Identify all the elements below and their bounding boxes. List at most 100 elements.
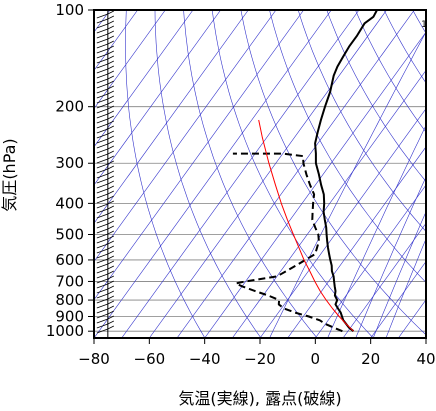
- y-tick-label: 200: [55, 98, 84, 116]
- wind-barb: [107, 65, 115, 70]
- wind-barb: [107, 205, 115, 210]
- wind-barb: [96, 223, 108, 229]
- wind-barb: [96, 308, 108, 314]
- dry-adiabat-line: [211, 10, 374, 338]
- wind-barb: [96, 18, 108, 24]
- x-tick-label: −80: [78, 350, 110, 368]
- dry-adiabat-line: [269, 10, 426, 283]
- series-line: [258, 119, 354, 332]
- wind-barb: [107, 140, 115, 145]
- wind-barb: [107, 255, 115, 260]
- isotherm-line: [94, 10, 138, 71]
- wind-barb: [96, 328, 108, 334]
- wind-barb: [96, 88, 108, 94]
- y-tick-label: 800: [55, 291, 84, 309]
- wind-barb: [96, 253, 108, 259]
- grid-lines: [94, 10, 426, 338]
- wind-barb: [96, 233, 108, 239]
- wind-barb: [96, 38, 108, 44]
- wind-barb: [96, 128, 108, 134]
- y-tick-label: 600: [55, 251, 84, 269]
- y-tick-label: 400: [55, 194, 84, 212]
- wind-barb: [107, 180, 115, 185]
- dry-adiabat-line: [183, 10, 318, 338]
- wind-barb: [96, 288, 108, 294]
- wind-barb: [107, 260, 115, 265]
- wind-barb: [107, 10, 115, 15]
- isotherm-line: [94, 10, 194, 148]
- wind-barb: [96, 118, 108, 124]
- dry-adiabat-line: [240, 10, 426, 336]
- wind-barb: [96, 58, 108, 64]
- wind-barb: [96, 318, 108, 324]
- wind-barb: [107, 60, 115, 65]
- wind-barb: [96, 113, 108, 119]
- wind-barb: [96, 13, 108, 19]
- wind-barb: [107, 265, 115, 270]
- wind-barb: [96, 103, 108, 109]
- wind-barb: [107, 85, 115, 90]
- wind-barb: [96, 293, 108, 299]
- dry-adiabat-line: [154, 10, 262, 338]
- wind-barb: [96, 158, 108, 164]
- mixing-ratio-label: 1: [421, 20, 427, 30]
- wind-barb: [96, 273, 108, 279]
- dry-adiabat-line: [297, 10, 426, 232]
- wind-barb: [96, 193, 108, 199]
- wind-barb: [96, 163, 108, 169]
- isotherm-line: [342, 222, 426, 338]
- x-tick-label: −20: [244, 350, 276, 368]
- wind-barb: [96, 168, 108, 174]
- mixing-ratio-line: [355, 176, 426, 338]
- series-line: [232, 152, 343, 333]
- dry-adiabat-line: [412, 10, 426, 34]
- mixing-ratio-line: [372, 211, 426, 338]
- isotherm-line: [370, 261, 426, 338]
- wind-barb: [107, 70, 115, 75]
- wind-barb: [107, 275, 115, 280]
- wind-barb: [107, 135, 115, 140]
- wind-barb: [107, 300, 115, 305]
- wind-barb: [107, 105, 115, 110]
- isotherm-line: [94, 10, 332, 338]
- isotherm-line: [398, 299, 426, 338]
- x-axis-title: 気温(実線), 露点(破線): [178, 389, 341, 408]
- wind-barb: [107, 240, 115, 245]
- isotherm-line: [425, 337, 426, 338]
- wind-barb: [107, 320, 115, 325]
- dry-adiabat-line: [125, 10, 206, 338]
- wind-barb: [107, 170, 115, 175]
- x-tick-label: 40: [416, 350, 435, 368]
- wind-barb: [96, 53, 108, 59]
- wind-barb: [107, 165, 115, 170]
- wind-barb: [107, 250, 115, 255]
- wind-barb: [107, 290, 115, 295]
- wind-barb: [96, 243, 108, 249]
- wind-barb: [96, 173, 108, 179]
- wind-barb: [107, 295, 115, 300]
- wind-barb: [107, 110, 115, 115]
- wind-barb: [96, 323, 108, 329]
- y-tick-label: 500: [55, 226, 84, 244]
- wind-barb: [96, 123, 108, 129]
- wind-barb: [107, 230, 115, 235]
- wind-barb: [96, 93, 108, 99]
- wind-barb: [107, 95, 115, 100]
- mixing-ratio-line: [269, 31, 426, 338]
- wind-barb: [107, 50, 115, 55]
- wind-barb: [96, 208, 108, 214]
- y-tick-label: 1000: [46, 322, 84, 340]
- wind-barb: [107, 115, 115, 120]
- wind-barb: [96, 268, 108, 274]
- isotherm-line: [94, 10, 304, 301]
- wind-barb: [96, 43, 108, 49]
- wind-barb: [107, 285, 115, 290]
- wind-barb: [107, 20, 115, 25]
- wind-barb: [96, 218, 108, 224]
- x-tick-label: −60: [134, 350, 166, 368]
- data-series: [232, 10, 378, 333]
- wind-barb: [96, 188, 108, 194]
- wind-barb: [107, 90, 115, 95]
- isotherm-line: [315, 184, 426, 338]
- wind-barb: [107, 195, 115, 200]
